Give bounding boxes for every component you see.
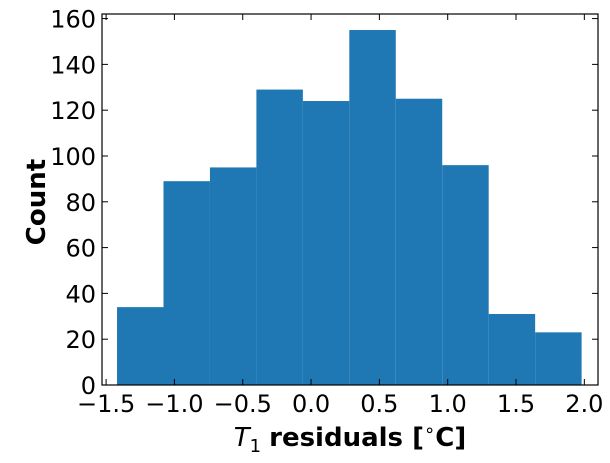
x-axis-title-subscript: 1	[250, 436, 261, 457]
x-axis-title-symbol: T	[234, 423, 252, 453]
x-tick-label: 0.5	[360, 390, 398, 418]
plot-frame	[101, 13, 599, 386]
y-tick-label: 40	[65, 280, 96, 308]
y-tick-label: 80	[65, 189, 96, 217]
y-tick-label: 140	[50, 51, 96, 79]
x-tick-label: 2.0	[565, 390, 603, 418]
histogram-bar	[117, 307, 164, 385]
y-tick-label: 120	[50, 97, 96, 125]
x-tick-label: 1.0	[429, 390, 467, 418]
y-tick-label: 0	[81, 372, 96, 400]
histogram-bar	[302, 101, 350, 385]
x-axis-title-text: residuals [	[269, 423, 424, 453]
x-tick-label: 1.5	[497, 390, 535, 418]
y-tick-label: 160	[50, 6, 96, 34]
histogram-bar	[395, 98, 443, 386]
x-tick-label: 0.0	[292, 390, 330, 418]
x-axis-title-unit: C]	[435, 423, 466, 453]
bars-group	[117, 30, 582, 386]
y-tick-label: 20	[65, 326, 96, 354]
histogram-bar	[535, 332, 582, 385]
x-tick-label: −1.0	[145, 390, 203, 418]
histogram-bar	[209, 167, 257, 385]
y-tick-label: 60	[65, 235, 96, 263]
x-tick-label: −0.5	[214, 390, 272, 418]
y-tick-label: 100	[50, 143, 96, 171]
x-axis-title: T1 residuals [∘C]	[234, 420, 466, 457]
histogram-bar	[163, 181, 210, 385]
y-axis-title: Count	[22, 159, 52, 245]
histogram-bar	[488, 314, 536, 385]
histogram-bar	[256, 89, 303, 386]
histogram-bar	[442, 165, 489, 385]
x-axis-title-degree: ∘	[424, 420, 435, 441]
x-tick-label: −1.5	[77, 390, 135, 418]
histogram-bar	[349, 30, 396, 386]
ticks-group: −1.5 −1.0 −0.5 0.0 0.5 1.0 1.5 2.0 0 20 40 60 80 100 1…	[50, 6, 603, 418]
